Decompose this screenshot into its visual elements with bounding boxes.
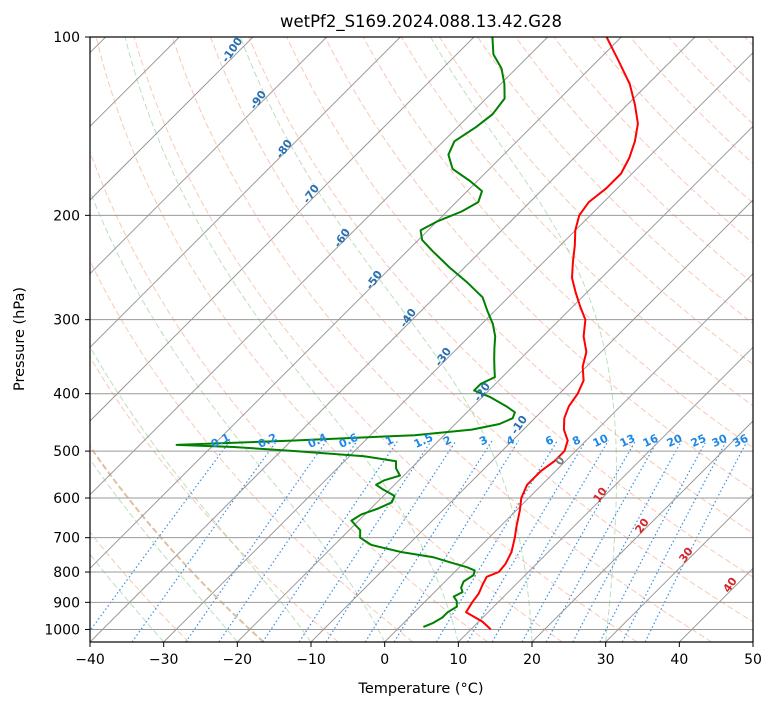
y-tick-label: 600 xyxy=(53,491,80,507)
x-tick-label: −10 xyxy=(296,652,326,668)
y-tick-label: 500 xyxy=(53,444,80,460)
y-tick-label: 800 xyxy=(53,565,80,581)
x-tick-label: 40 xyxy=(670,652,688,668)
y-tick-label: 200 xyxy=(53,208,80,224)
y-tick-label: 100 xyxy=(53,30,80,46)
y-tick-label: 400 xyxy=(53,387,80,403)
y-axis-title: Pressure (hPa) xyxy=(12,287,28,391)
x-tick-label: −30 xyxy=(149,652,179,668)
x-tick-label: 10 xyxy=(449,652,467,668)
x-tick-label: 30 xyxy=(597,652,615,668)
x-axis-title: Temperature (°C) xyxy=(357,681,483,697)
chart-title: wetPf2_S169.2024.088.13.42.G28 xyxy=(280,12,562,32)
x-tick-label: 0 xyxy=(380,652,389,668)
y-tick-label: 300 xyxy=(53,313,80,329)
x-tick-label: −40 xyxy=(75,652,105,668)
y-tick-label: 1000 xyxy=(44,622,80,638)
x-tick-label: 50 xyxy=(744,652,762,668)
x-tick-label: 20 xyxy=(523,652,541,668)
x-tick-label: −20 xyxy=(223,652,253,668)
y-tick-label: 900 xyxy=(53,595,80,611)
y-tick-label: 700 xyxy=(53,531,80,547)
